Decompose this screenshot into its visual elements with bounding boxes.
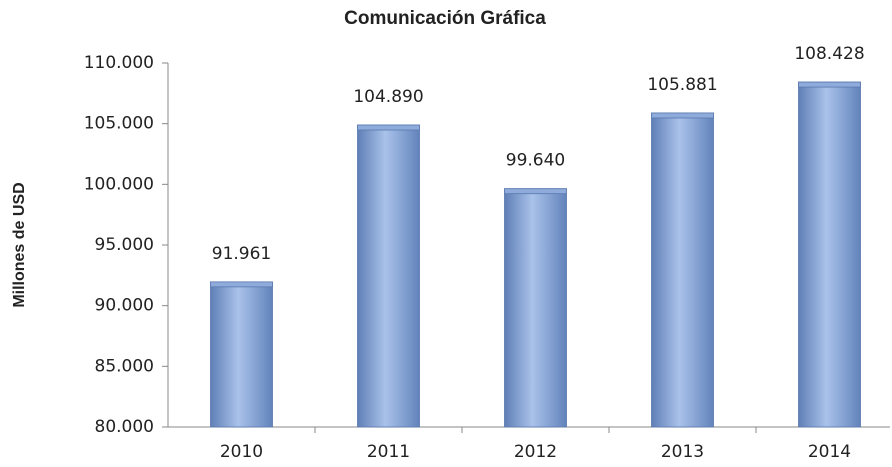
bar: [651, 112, 714, 428]
y-tick-label: 105.000: [84, 114, 154, 134]
x-tick-label: 2014: [808, 442, 851, 462]
bar: [798, 81, 861, 428]
y-tick-label: 95.000: [95, 235, 154, 255]
bar: [504, 188, 567, 428]
value-label: 99.640: [506, 151, 565, 171]
value-label: 105.881: [647, 75, 717, 95]
x-tick-label: 2010: [220, 442, 263, 462]
x-tick-label: 2012: [514, 442, 557, 462]
chart-title: Comunicación Gráfica: [344, 8, 546, 29]
y-tick-label: 90.000: [95, 296, 154, 316]
bar-cap: [798, 81, 861, 88]
bar-cap: [651, 112, 714, 119]
y-tick-label: 110.000: [84, 53, 154, 73]
bar: [357, 124, 420, 428]
bar: [210, 281, 273, 428]
x-tick-label: 2011: [367, 442, 410, 462]
bar-cap: [357, 124, 420, 131]
value-label: 108.428: [794, 44, 864, 64]
bar-cap: [210, 281, 273, 288]
y-axis-label: Millones de USD: [11, 182, 28, 307]
y-tick-label: 85.000: [95, 356, 154, 376]
x-tick-label: 2013: [661, 442, 704, 462]
value-label: 104.890: [353, 87, 423, 107]
y-tick-label: 100.000: [84, 174, 154, 194]
value-label: 91.961: [212, 244, 271, 264]
y-tick-label: 80.000: [95, 417, 154, 437]
bar-cap: [504, 188, 567, 195]
